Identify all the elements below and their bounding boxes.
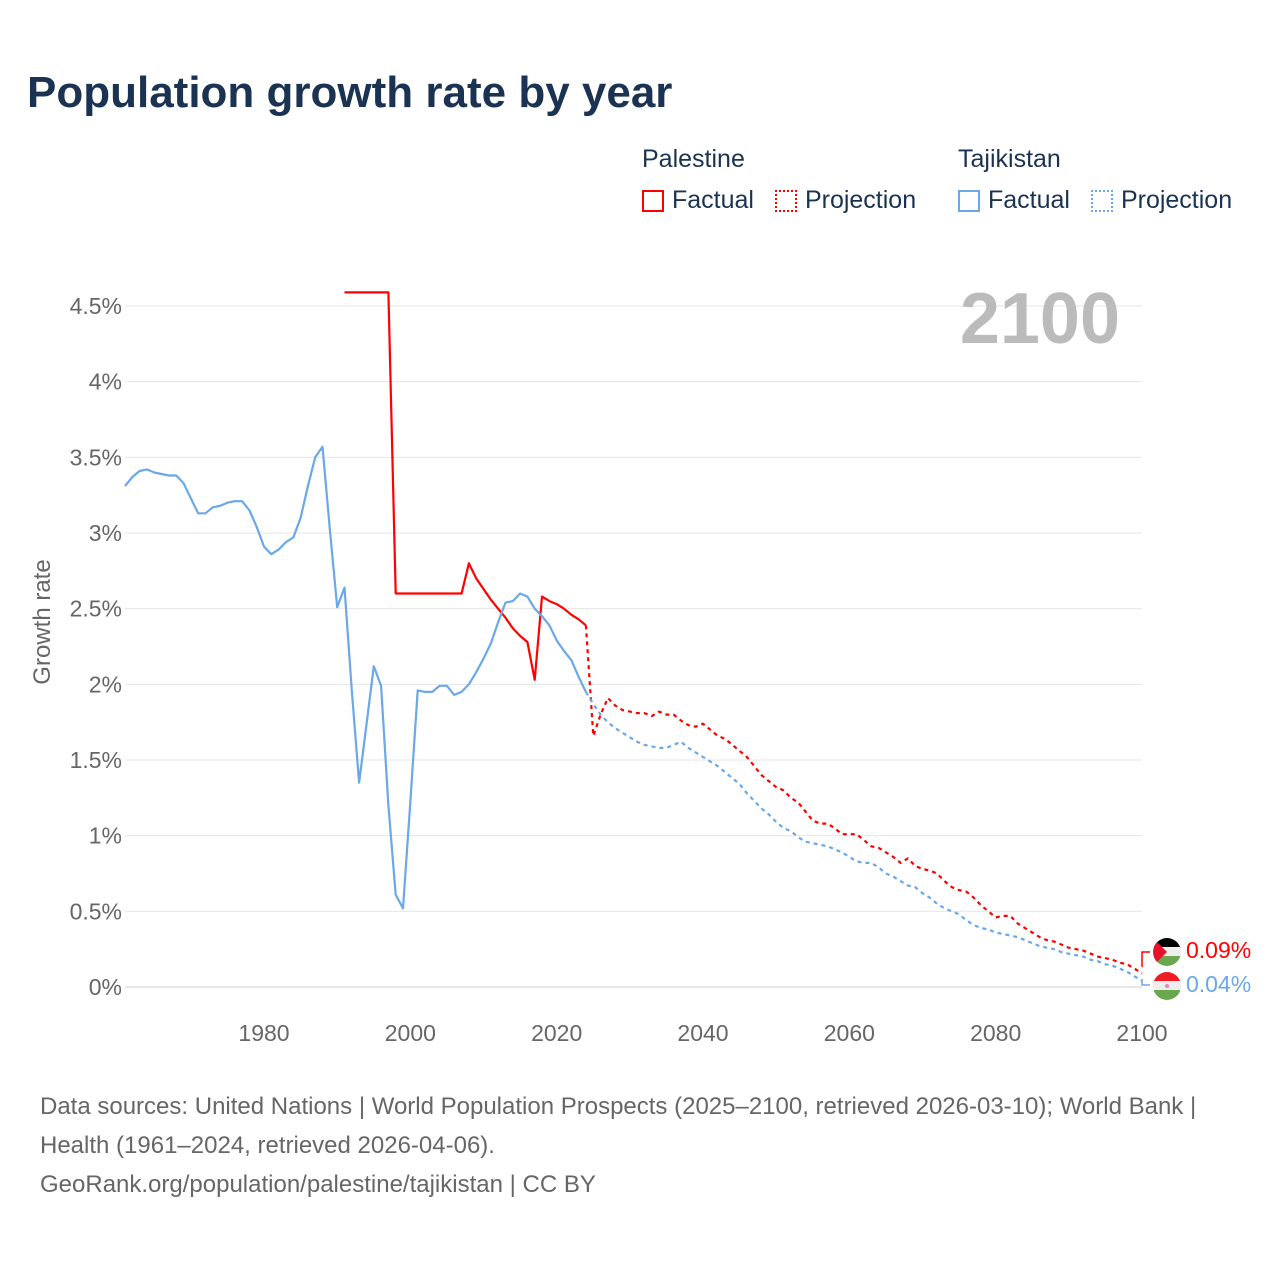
x-tick-label: 1980 [238,1020,289,1046]
dotted-swatch-icon [1090,189,1113,212]
y-tick-label: 0% [89,974,122,1000]
legend-tajikistan: Tajikistan Factual Projection [958,145,1232,219]
y-tick-label: 1% [89,823,122,849]
y-tick-label: 0.5% [70,898,122,924]
data-sources: Data sources: United Nations | World Pop… [40,1093,1197,1159]
y-tick-label: 4% [89,369,122,395]
y-tick-label: 4.5% [70,293,122,319]
x-tick-label: 2080 [970,1020,1021,1046]
x-tick-label: 2040 [677,1020,728,1046]
solid-swatch-icon [958,189,980,212]
y-tick-label: 3.5% [70,444,122,470]
palestine-flag-icon [1153,938,1181,966]
legend-palestine-projection[interactable]: Projection [774,186,917,215]
chart-title: Population growth rate by year [27,68,673,117]
legend-label: Projection [804,186,917,214]
x-tick-label: 2100 [1116,1020,1167,1046]
legend-label: Factual [988,186,1070,214]
footer: Data sources: United Nations | World Pop… [40,1087,1240,1204]
legend-group-name: Palestine [642,145,745,173]
current-year-label: 2100 [960,279,1120,359]
solid-swatch-icon [642,189,664,212]
legend-label: Projection [1120,186,1233,214]
legend-label: Factual [672,186,754,214]
y-tick-label: 2.5% [70,596,122,622]
legend-group-name: Tajikistan [958,145,1061,173]
legend-tajikistan-projection[interactable]: Projection [1090,186,1233,215]
legend-palestine: Palestine Factual Projection [642,145,930,219]
legend-tajikistan-factual[interactable]: Factual [958,186,1070,215]
x-tick-label: 2000 [385,1020,436,1046]
x-tick-label: 2060 [824,1020,875,1046]
tajikistan-flag-icon [1153,972,1181,1000]
y-tick-label: 3% [89,520,122,546]
tajikistan-factual-line [124,445,587,910]
tajikistan-end-value: 0.04% [1186,971,1251,997]
y-tick-label: 2% [89,671,122,697]
legend-palestine-factual[interactable]: Factual [642,186,754,215]
attribution-link[interactable]: GeoRank.org/population/palestine/tajikis… [40,1171,596,1198]
tajikistan-projection-line [584,691,1143,982]
y-tick-label: 1.5% [70,747,122,773]
y-axis-label: Growth rate [29,559,56,684]
x-tick-label: 2020 [531,1020,582,1046]
palestine-end-value: 0.09% [1186,937,1251,963]
palestine-factual-line [344,291,587,681]
tajikistan-end-connector [1141,979,1150,986]
palestine-end-connector [1141,951,1150,967]
dotted-swatch-icon [774,189,797,212]
palestine-projection-line [584,625,1143,975]
